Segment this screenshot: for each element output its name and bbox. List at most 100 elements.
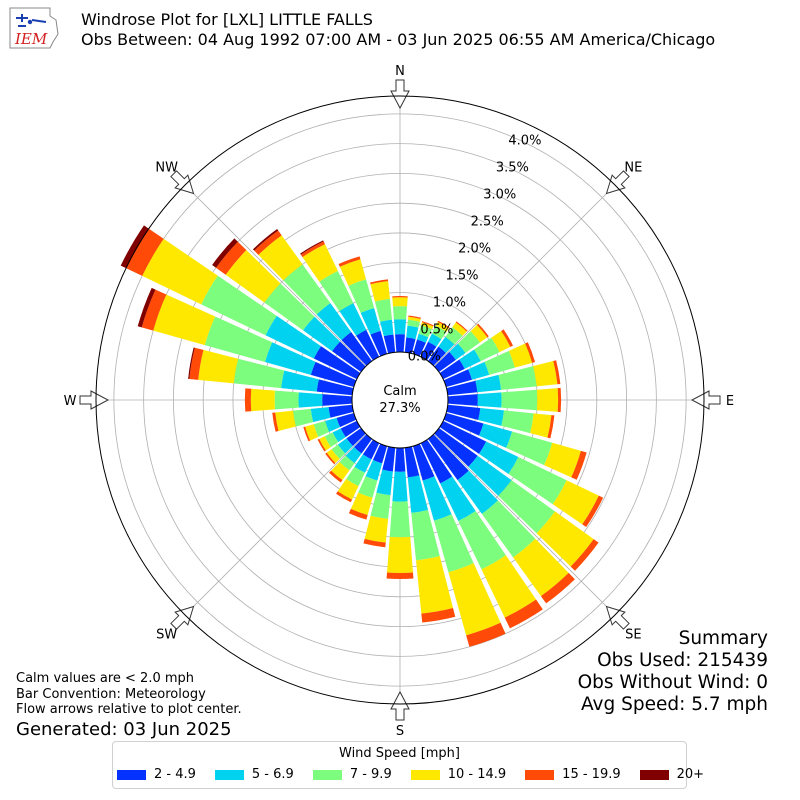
windrose-bar-segment xyxy=(354,454,372,473)
windrose-bar-segment xyxy=(439,420,487,454)
legend-item: 2 - 4.9 xyxy=(117,767,196,782)
windrose-bar-segment xyxy=(421,322,434,330)
windrose-bar-segment xyxy=(189,347,204,380)
flow-arrow-icon xyxy=(390,690,410,721)
windrose-bar-segment xyxy=(346,428,366,446)
windrose-bar-segment xyxy=(345,447,362,464)
windrose-bar-segment xyxy=(370,330,388,357)
legend-swatch xyxy=(117,769,146,780)
windrose-bar-segment xyxy=(504,599,543,629)
windrose-bar-segment xyxy=(370,279,389,285)
windrose-bar-segment xyxy=(331,462,350,481)
grid-spoke xyxy=(184,184,367,367)
windrose-bar-segment xyxy=(332,428,346,443)
windrose-bar-segment xyxy=(316,379,354,396)
radial-tick-label: 0.0% xyxy=(408,349,441,364)
legend-label: 5 - 6.9 xyxy=(251,767,294,782)
windrose-bar-segment xyxy=(317,438,326,452)
flow-arrow-icon xyxy=(605,170,630,195)
flow-arrow-icon xyxy=(170,170,195,195)
windrose-bar-segment xyxy=(547,415,555,439)
windrose-bar-segment xyxy=(416,556,454,614)
direction-label: S xyxy=(396,724,404,739)
windrose-bar-segment xyxy=(341,332,372,366)
windrose-bar-segment xyxy=(407,475,429,513)
windrose-bar-segment xyxy=(319,270,354,312)
windrose-bar-segment xyxy=(188,347,195,379)
calm-label: Calm xyxy=(383,384,416,399)
direction-label: W xyxy=(64,394,77,409)
direction-label: NW xyxy=(155,161,178,176)
windrose-bar-segment xyxy=(254,230,282,255)
windrose-bar-segment xyxy=(394,447,406,472)
windrose-bar-segment xyxy=(506,431,553,466)
windrose-bar-segment xyxy=(395,334,405,353)
windrose-bar-segment xyxy=(435,321,449,332)
grid-spoke xyxy=(433,433,616,616)
windrose-bar-segment xyxy=(421,608,456,623)
direction-label: E xyxy=(726,394,734,409)
flow-arrow-icon xyxy=(690,390,721,410)
windrose-bar-segment xyxy=(215,241,247,275)
windrose-bar-segment xyxy=(313,421,330,437)
windrose-bar-segment xyxy=(470,324,488,343)
windrose-bar-segment xyxy=(298,392,323,408)
windrose-bar-segment xyxy=(478,441,519,475)
windrose-bar-segment xyxy=(316,303,352,341)
flow-arrow-icon xyxy=(170,605,195,630)
windrose-bar-segment xyxy=(476,323,489,338)
windrose-bar-segment xyxy=(420,439,453,484)
windrose-bar-segment xyxy=(201,275,277,336)
windrose-bar-segment xyxy=(570,539,599,571)
windrose-bar-segment xyxy=(418,325,433,338)
legend-items: 2 - 4.9 5 - 6.9 7 - 9.9 10 - 14.9 15 - 1… xyxy=(117,767,704,782)
windrose-bar-segment xyxy=(446,404,481,420)
windrose-bar-segment xyxy=(428,333,442,347)
windrose-bar-segment xyxy=(525,342,536,363)
windrose-bar-segment xyxy=(540,572,575,604)
windrose-bar-segment xyxy=(408,316,421,322)
windrose-bar-segment xyxy=(468,455,512,496)
windrose-bar-segment xyxy=(557,387,562,413)
legend-item: 10 - 14.9 xyxy=(410,767,506,782)
chart-title: Windrose Plot for [LXL] LITTLE FALLS xyxy=(81,10,373,29)
windrose-bars xyxy=(120,225,604,647)
windrose-bar-segment xyxy=(348,279,375,313)
windrose-bar-segment xyxy=(365,460,383,481)
flow-arrow-icon xyxy=(605,605,630,630)
svg-text:IEM: IEM xyxy=(14,30,48,48)
windrose-bar-segment xyxy=(440,476,476,522)
legend-label: 15 - 19.9 xyxy=(562,767,621,782)
flow-arrow-icon xyxy=(79,390,110,410)
windrose-bar-segment xyxy=(300,241,325,258)
windrose-bar-segment xyxy=(434,351,456,372)
windrose-bar-segment xyxy=(466,622,506,647)
windrose-bar-segment xyxy=(356,329,380,361)
windrose-bar-segment xyxy=(443,369,473,388)
radial-tick-label: 2.0% xyxy=(458,242,491,257)
windrose-bar-segment xyxy=(265,315,322,359)
windrose-bar-segment xyxy=(376,469,393,496)
windrose-bar-segment xyxy=(303,316,341,352)
windrose-bar-segment xyxy=(337,478,359,500)
windrose-bar-segment xyxy=(446,380,478,396)
windrose-bar-segment xyxy=(339,455,355,471)
windrose-bar-segment xyxy=(326,449,340,464)
legend-item: 5 - 6.9 xyxy=(214,767,294,782)
windrose-bar-segment xyxy=(370,281,390,302)
windrose-bar-segment xyxy=(498,480,556,534)
summary-obs-without-wind: Obs Without Wind: 0 xyxy=(577,672,768,693)
radial-tick-labels: 0.0% 0.5% 1.0% 1.5% 2.0% 2.5% 3.0% 3.5% 4.0% xyxy=(408,134,542,365)
windrose-bar-segment xyxy=(428,346,446,366)
windrose-bar-segment xyxy=(452,322,467,336)
windrose-bar-segment xyxy=(412,443,435,481)
windrose-bar-segment xyxy=(552,480,599,525)
windrose-bar-segment xyxy=(126,228,164,276)
windrose-bar-segment xyxy=(513,538,569,597)
windrose-bar-segment xyxy=(137,287,156,328)
generated-date: Generated: 03 Jun 2025 xyxy=(16,719,232,740)
radial-tick-label: 2.5% xyxy=(471,215,504,230)
direction-label: SE xyxy=(625,627,641,642)
windrose-bar-segment xyxy=(474,337,500,362)
direction-label: SW xyxy=(156,627,177,642)
